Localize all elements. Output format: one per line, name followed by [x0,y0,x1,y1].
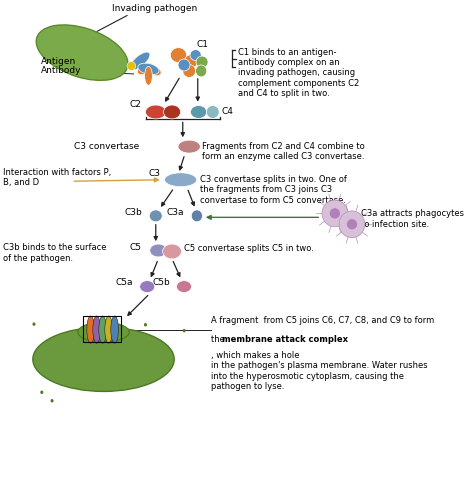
Ellipse shape [196,65,207,77]
Text: C2: C2 [130,100,142,109]
Ellipse shape [33,327,174,391]
Ellipse shape [111,316,118,343]
Ellipse shape [137,63,154,75]
Ellipse shape [32,322,36,326]
Ellipse shape [149,210,162,222]
Ellipse shape [164,105,181,119]
Text: C1: C1 [197,40,209,49]
Text: Antibody: Antibody [41,66,82,75]
Ellipse shape [105,316,112,343]
Ellipse shape [150,244,167,257]
Ellipse shape [99,316,107,343]
Ellipse shape [191,106,207,119]
Ellipse shape [170,48,187,62]
Ellipse shape [347,219,357,230]
Ellipse shape [164,173,197,186]
Text: membrane attack complex: membrane attack complex [222,335,348,344]
Text: Interaction with factors P,
B, and D: Interaction with factors P, B, and D [3,168,111,187]
Text: C5 convertase splits C5 in two.: C5 convertase splits C5 in two. [184,245,314,253]
Ellipse shape [184,55,198,67]
Ellipse shape [93,316,100,343]
Text: A fragment  from C5 joins C6, C7, C8, and C9 to form: A fragment from C5 joins C6, C7, C8, and… [210,316,434,325]
Text: Invading pathogen: Invading pathogen [112,4,198,13]
Ellipse shape [191,210,202,222]
Text: C3a: C3a [166,208,184,217]
Text: Antigen: Antigen [41,57,77,65]
Ellipse shape [206,106,219,119]
Ellipse shape [144,323,147,326]
Ellipse shape [322,200,348,227]
Ellipse shape [182,329,186,332]
Ellipse shape [146,105,166,119]
Text: Fragments from C2 and C4 combine to
form an enzyme called C3 convertase.: Fragments from C2 and C4 combine to form… [202,142,365,161]
Ellipse shape [78,322,129,342]
Text: C3: C3 [148,169,161,178]
Ellipse shape [190,50,201,61]
Text: C5a: C5a [115,278,133,287]
Ellipse shape [149,66,161,76]
Ellipse shape [87,316,94,343]
Ellipse shape [176,281,191,293]
Ellipse shape [36,25,128,80]
Text: C4: C4 [221,108,233,117]
Ellipse shape [163,244,182,259]
Text: C3 convertase splits in two. One of
the fragments from C3 joins C3
convertase to: C3 convertase splits in two. One of the … [200,175,347,204]
Text: C5: C5 [129,244,141,252]
Text: C3a attracts phagocytes
to infection site.: C3a attracts phagocytes to infection sit… [361,209,464,229]
Ellipse shape [178,140,201,153]
Ellipse shape [51,399,54,402]
Ellipse shape [145,66,152,85]
Text: the: the [210,335,227,344]
Ellipse shape [138,63,159,75]
Text: C3 convertase: C3 convertase [74,142,139,151]
Ellipse shape [130,52,150,70]
Text: C5b: C5b [152,278,170,287]
Ellipse shape [178,59,190,71]
Ellipse shape [127,62,136,70]
Text: , which makes a hole
in the pathogen's plasma membrane. Water rushes
into the hy: , which makes a hole in the pathogen's p… [210,351,427,391]
Ellipse shape [330,208,340,219]
Text: C1 binds to an antigen-
antibody complex on an
invading pathogen, causing
comple: C1 binds to an antigen- antibody complex… [238,48,360,98]
Text: C3b binds to the surface
of the pathogen.: C3b binds to the surface of the pathogen… [3,243,106,263]
Ellipse shape [40,390,43,394]
Ellipse shape [196,56,208,68]
Ellipse shape [140,281,155,293]
Ellipse shape [339,211,365,238]
Text: C3b: C3b [124,208,142,217]
Ellipse shape [183,64,196,77]
